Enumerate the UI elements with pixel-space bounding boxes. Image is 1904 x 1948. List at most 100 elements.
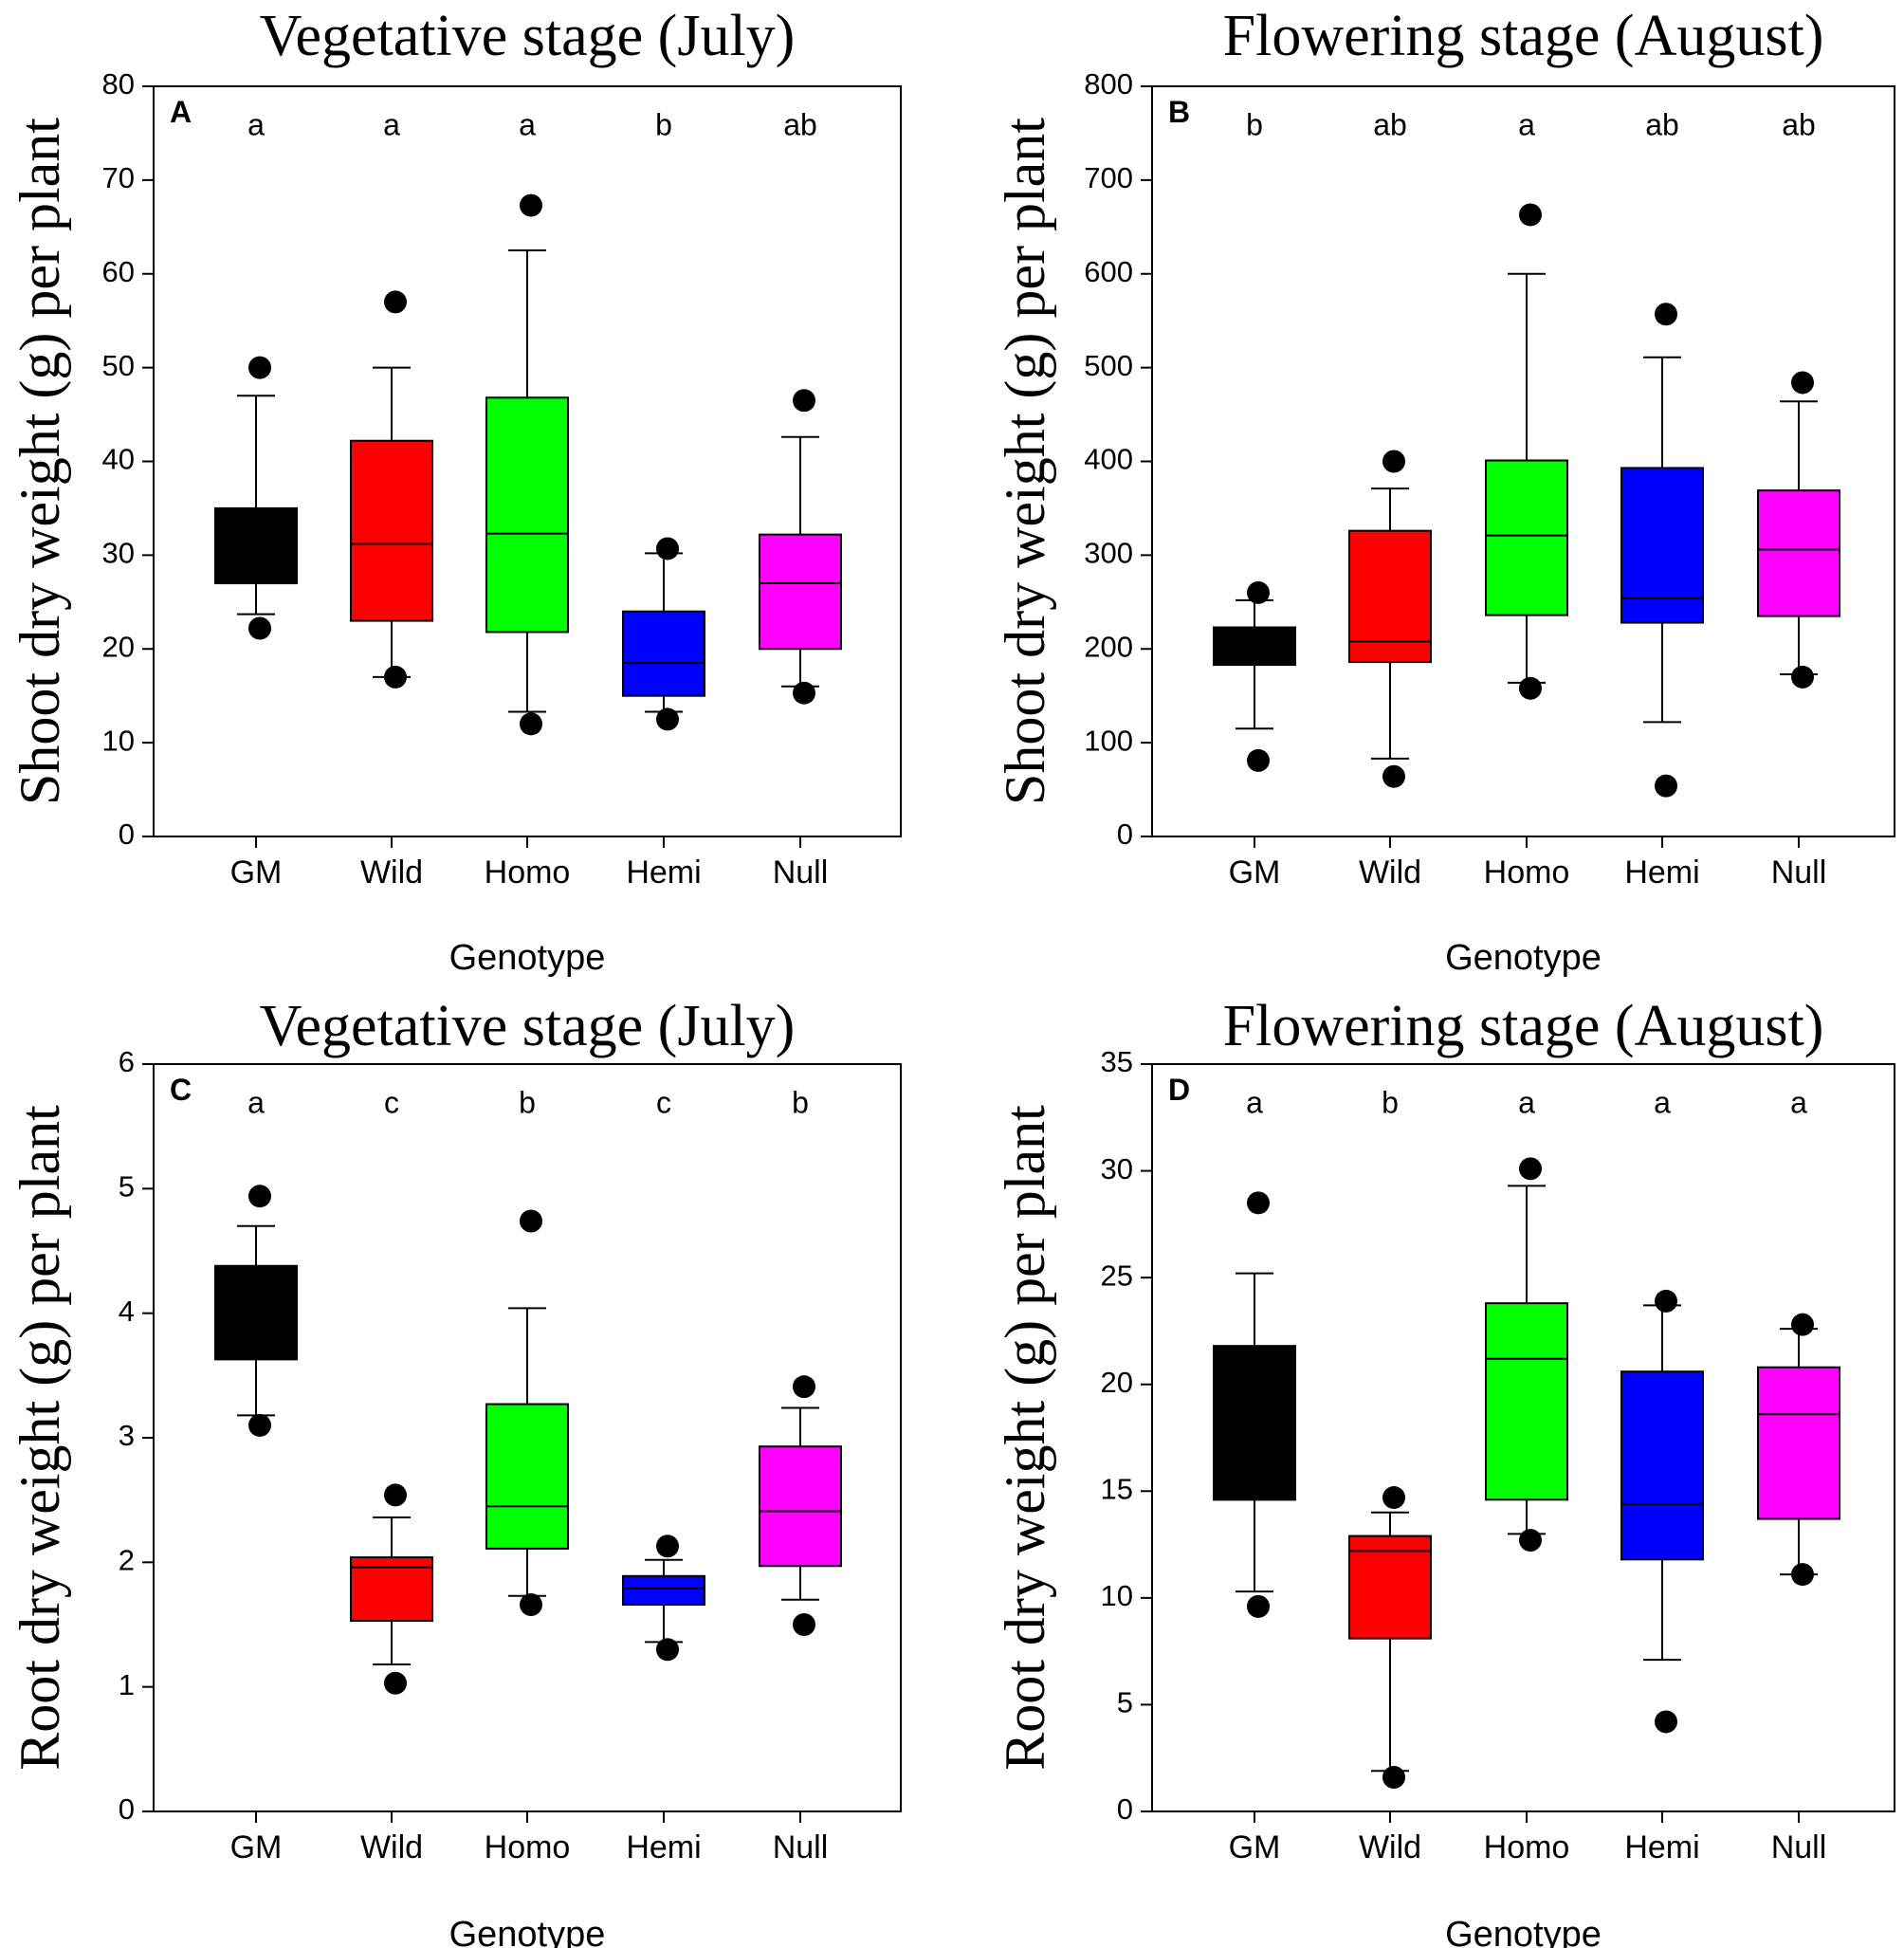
outlier-point: [384, 665, 407, 689]
x-tick-label: Homo: [1484, 1829, 1570, 1865]
outlier-point: [520, 1592, 542, 1616]
y-tick-label: 400: [1084, 443, 1133, 476]
outlier-point: [1382, 450, 1405, 473]
y-tick-label: 25: [1101, 1259, 1133, 1292]
outlier-point: [384, 1671, 407, 1695]
outlier-point: [1791, 1313, 1814, 1336]
box-wild: [1348, 1535, 1432, 1640]
outlier-point: [656, 537, 679, 561]
significance-letter: b: [1382, 1085, 1399, 1119]
significance-letter: a: [1518, 1085, 1535, 1119]
y-tick-label: 80: [102, 67, 135, 101]
box-null: [1757, 489, 1840, 617]
x-tick-label: Null: [773, 1829, 829, 1865]
y-tick-label: 10: [1101, 1579, 1133, 1612]
outlier-point: [1247, 1594, 1270, 1618]
x-tick-label: GM: [230, 855, 283, 891]
outlier-point: [1247, 1191, 1270, 1215]
y-tick-label: 4: [119, 1295, 135, 1328]
outlier-point: [384, 1483, 407, 1507]
significance-letter: b: [1246, 107, 1263, 141]
y-axis-label: Root dry weight (g) per plant: [9, 1105, 71, 1771]
box-null: [1757, 1366, 1840, 1520]
outlier-point: [793, 389, 815, 413]
box-gm: [1213, 626, 1296, 667]
outlier-point: [1382, 1765, 1405, 1789]
outlier-point: [1247, 580, 1270, 604]
outlier-point: [1791, 371, 1814, 395]
x-tick-label: Hemi: [1624, 1829, 1699, 1865]
box-gm: [214, 1264, 298, 1361]
box-hemi: [1620, 467, 1704, 624]
box-homo: [485, 1403, 569, 1550]
significance-letter: b: [519, 1085, 536, 1119]
significance-letter: b: [792, 1085, 809, 1119]
outlier-point: [1791, 665, 1814, 689]
outlier-point: [248, 616, 271, 640]
chart-title: Vegetative stage (July): [260, 4, 796, 68]
outlier-point: [520, 1209, 542, 1233]
outlier-point: [656, 1638, 679, 1662]
x-axis-label: Genotype: [1445, 1915, 1602, 1948]
y-tick-label: 600: [1084, 255, 1133, 288]
x-tick-label: Hemi: [626, 855, 701, 891]
x-axis-label: Genotype: [449, 938, 606, 978]
y-axis-label: Shoot dry weight (g) per plant: [994, 118, 1056, 805]
x-tick-label: Null: [773, 855, 829, 891]
y-tick-label: 1: [119, 1668, 135, 1701]
chart-title: Flowering stage (August): [1223, 994, 1824, 1058]
y-tick-label: 6: [119, 1045, 135, 1078]
y-tick-label: 60: [102, 255, 135, 288]
outlier-point: [1791, 1563, 1814, 1587]
significance-letter: b: [655, 107, 672, 141]
x-tick-label: Null: [1771, 1829, 1827, 1865]
panel-c: Vegetative stage (July) Root dry weight (…: [9, 994, 902, 1948]
significance-letter: a: [247, 107, 265, 141]
outlier-point: [1655, 303, 1677, 326]
y-tick-label: 30: [102, 537, 135, 570]
y-tick-label: 20: [102, 630, 135, 663]
outlier-point: [793, 681, 815, 705]
box-homo: [485, 396, 569, 634]
outlier-point: [520, 193, 542, 217]
significance-letter: a: [247, 1085, 265, 1119]
box-wild: [350, 439, 433, 622]
significance-letter: ab: [1645, 107, 1679, 141]
box-wild: [1348, 529, 1432, 664]
y-tick-label: 35: [1101, 1045, 1133, 1078]
y-tick-label: 700: [1084, 161, 1133, 194]
y-tick-label: 800: [1084, 67, 1133, 101]
box-hemi: [622, 610, 705, 697]
y-tick-label: 200: [1084, 630, 1133, 663]
outlier-point: [248, 356, 271, 379]
significance-letter: a: [1246, 1085, 1263, 1119]
x-tick-label: Hemi: [626, 1829, 701, 1865]
panel-label: C: [170, 1073, 192, 1107]
plot-frame: [1151, 1063, 1895, 1812]
y-tick-label: 300: [1084, 537, 1133, 570]
significance-letter: c: [384, 1085, 399, 1119]
outlier-point: [1247, 748, 1270, 772]
outlier-point: [1519, 676, 1542, 700]
y-tick-label: 0: [119, 1792, 135, 1826]
outlier-point: [656, 1535, 679, 1558]
y-axis-label: Shoot dry weight (g) per plant: [9, 118, 71, 805]
x-axis-label: Genotype: [449, 1915, 606, 1948]
box-hemi: [1620, 1370, 1704, 1561]
outlier-point: [1519, 1157, 1542, 1181]
y-tick-label: 5: [1117, 1686, 1133, 1719]
significance-letter: c: [656, 1085, 671, 1119]
x-tick-label: GM: [1229, 1829, 1281, 1865]
x-tick-label: Homo: [1484, 855, 1570, 891]
outlier-point: [1382, 764, 1405, 788]
y-tick-label: 15: [1101, 1472, 1133, 1505]
outlier-point: [1382, 1486, 1405, 1510]
x-tick-label: Wild: [1359, 1829, 1421, 1865]
panel-label: D: [1168, 1073, 1190, 1107]
box-null: [759, 533, 842, 651]
panel-a: Vegetative stage (July) Shoot dry weight …: [9, 4, 902, 978]
y-tick-label: 20: [1101, 1366, 1133, 1399]
x-tick-label: Wild: [360, 855, 423, 891]
